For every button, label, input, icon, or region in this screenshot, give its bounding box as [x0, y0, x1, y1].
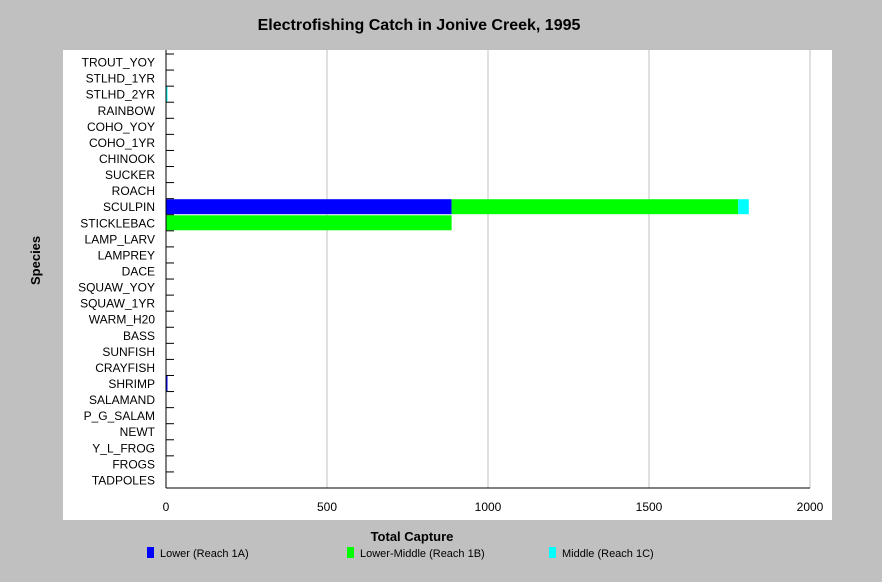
y-tick-label: COHO_1YR: [89, 136, 155, 150]
plot-panel: [63, 50, 832, 520]
legend-label-lower: Lower (Reach 1A): [160, 548, 249, 560]
y-tick-label: SALAMAND: [89, 393, 155, 407]
x-tick-label: 1000: [475, 500, 502, 514]
x-tick-label: 500: [317, 500, 337, 514]
y-tick-label: WARM_H20: [89, 313, 156, 327]
legend-swatch-lower-middle: [347, 547, 354, 558]
legend-item-lower: Lower (Reach 1A): [147, 547, 249, 560]
y-tick-label: STICKLEBAC: [80, 216, 155, 230]
legend-item-lower-middle: Lower-Middle (Reach 1B): [347, 547, 485, 560]
y-tick-label: STLHD_2YR: [86, 88, 156, 102]
y-tick-label: LAMPREY: [98, 248, 155, 262]
y-tick-label: LAMP_LARV: [85, 232, 155, 246]
y-tick-label: SQUAW_1YR: [80, 297, 155, 311]
y-axis-label: Species: [28, 235, 43, 285]
y-tick-label: ROACH: [112, 184, 155, 198]
legend: Lower (Reach 1A) Lower-Middle (Reach 1B)…: [0, 547, 882, 565]
chart-title: Electrofishing Catch in Jonive Creek, 19…: [257, 17, 581, 34]
bar: [738, 199, 749, 215]
y-tick-label: SUCKER: [105, 168, 155, 182]
x-axis-label: Total Capture: [370, 529, 454, 544]
y-tick-label: STLHD_1YR: [86, 72, 156, 86]
y-tick-label: Y_L_FROG: [92, 441, 155, 455]
y-tick-label: SCULPIN: [103, 200, 155, 214]
y-tick-label: FROGS: [112, 457, 155, 471]
y-tick-label: TROUT_YOY: [82, 56, 155, 70]
legend-item-middle: Middle (Reach 1C): [549, 547, 654, 560]
y-tick-label: SUNFISH: [102, 345, 155, 359]
bar: [166, 199, 452, 215]
y-tick-label: BASS: [123, 329, 155, 343]
y-tick-label: P_G_SALAM: [84, 409, 155, 423]
y-tick-label: NEWT: [120, 425, 156, 439]
bar: [166, 86, 168, 102]
bar: [166, 376, 168, 392]
y-tick-label: SQUAW_YOY: [78, 281, 155, 295]
legend-swatch-lower: [147, 547, 154, 558]
y-tick-label: RAINBOW: [98, 104, 156, 118]
y-tick-label: TADPOLES: [92, 473, 155, 487]
y-tick-label: COHO_YOY: [87, 120, 155, 134]
bar: [451, 199, 739, 215]
bar: [166, 215, 452, 231]
legend-swatch-middle: [549, 547, 556, 558]
y-tick-label: DACE: [122, 265, 155, 279]
legend-label-middle: Middle (Reach 1C): [562, 548, 654, 560]
y-tick-label: SHRIMP: [108, 377, 155, 391]
x-tick-label: 1500: [636, 500, 663, 514]
y-tick-label: CHINOOK: [99, 152, 155, 166]
y-tick-label: CRAYFISH: [95, 361, 155, 375]
legend-label-lower-middle: Lower-Middle (Reach 1B): [360, 548, 485, 560]
x-tick-label: 2000: [797, 500, 824, 514]
x-tick-label: 0: [163, 500, 170, 514]
